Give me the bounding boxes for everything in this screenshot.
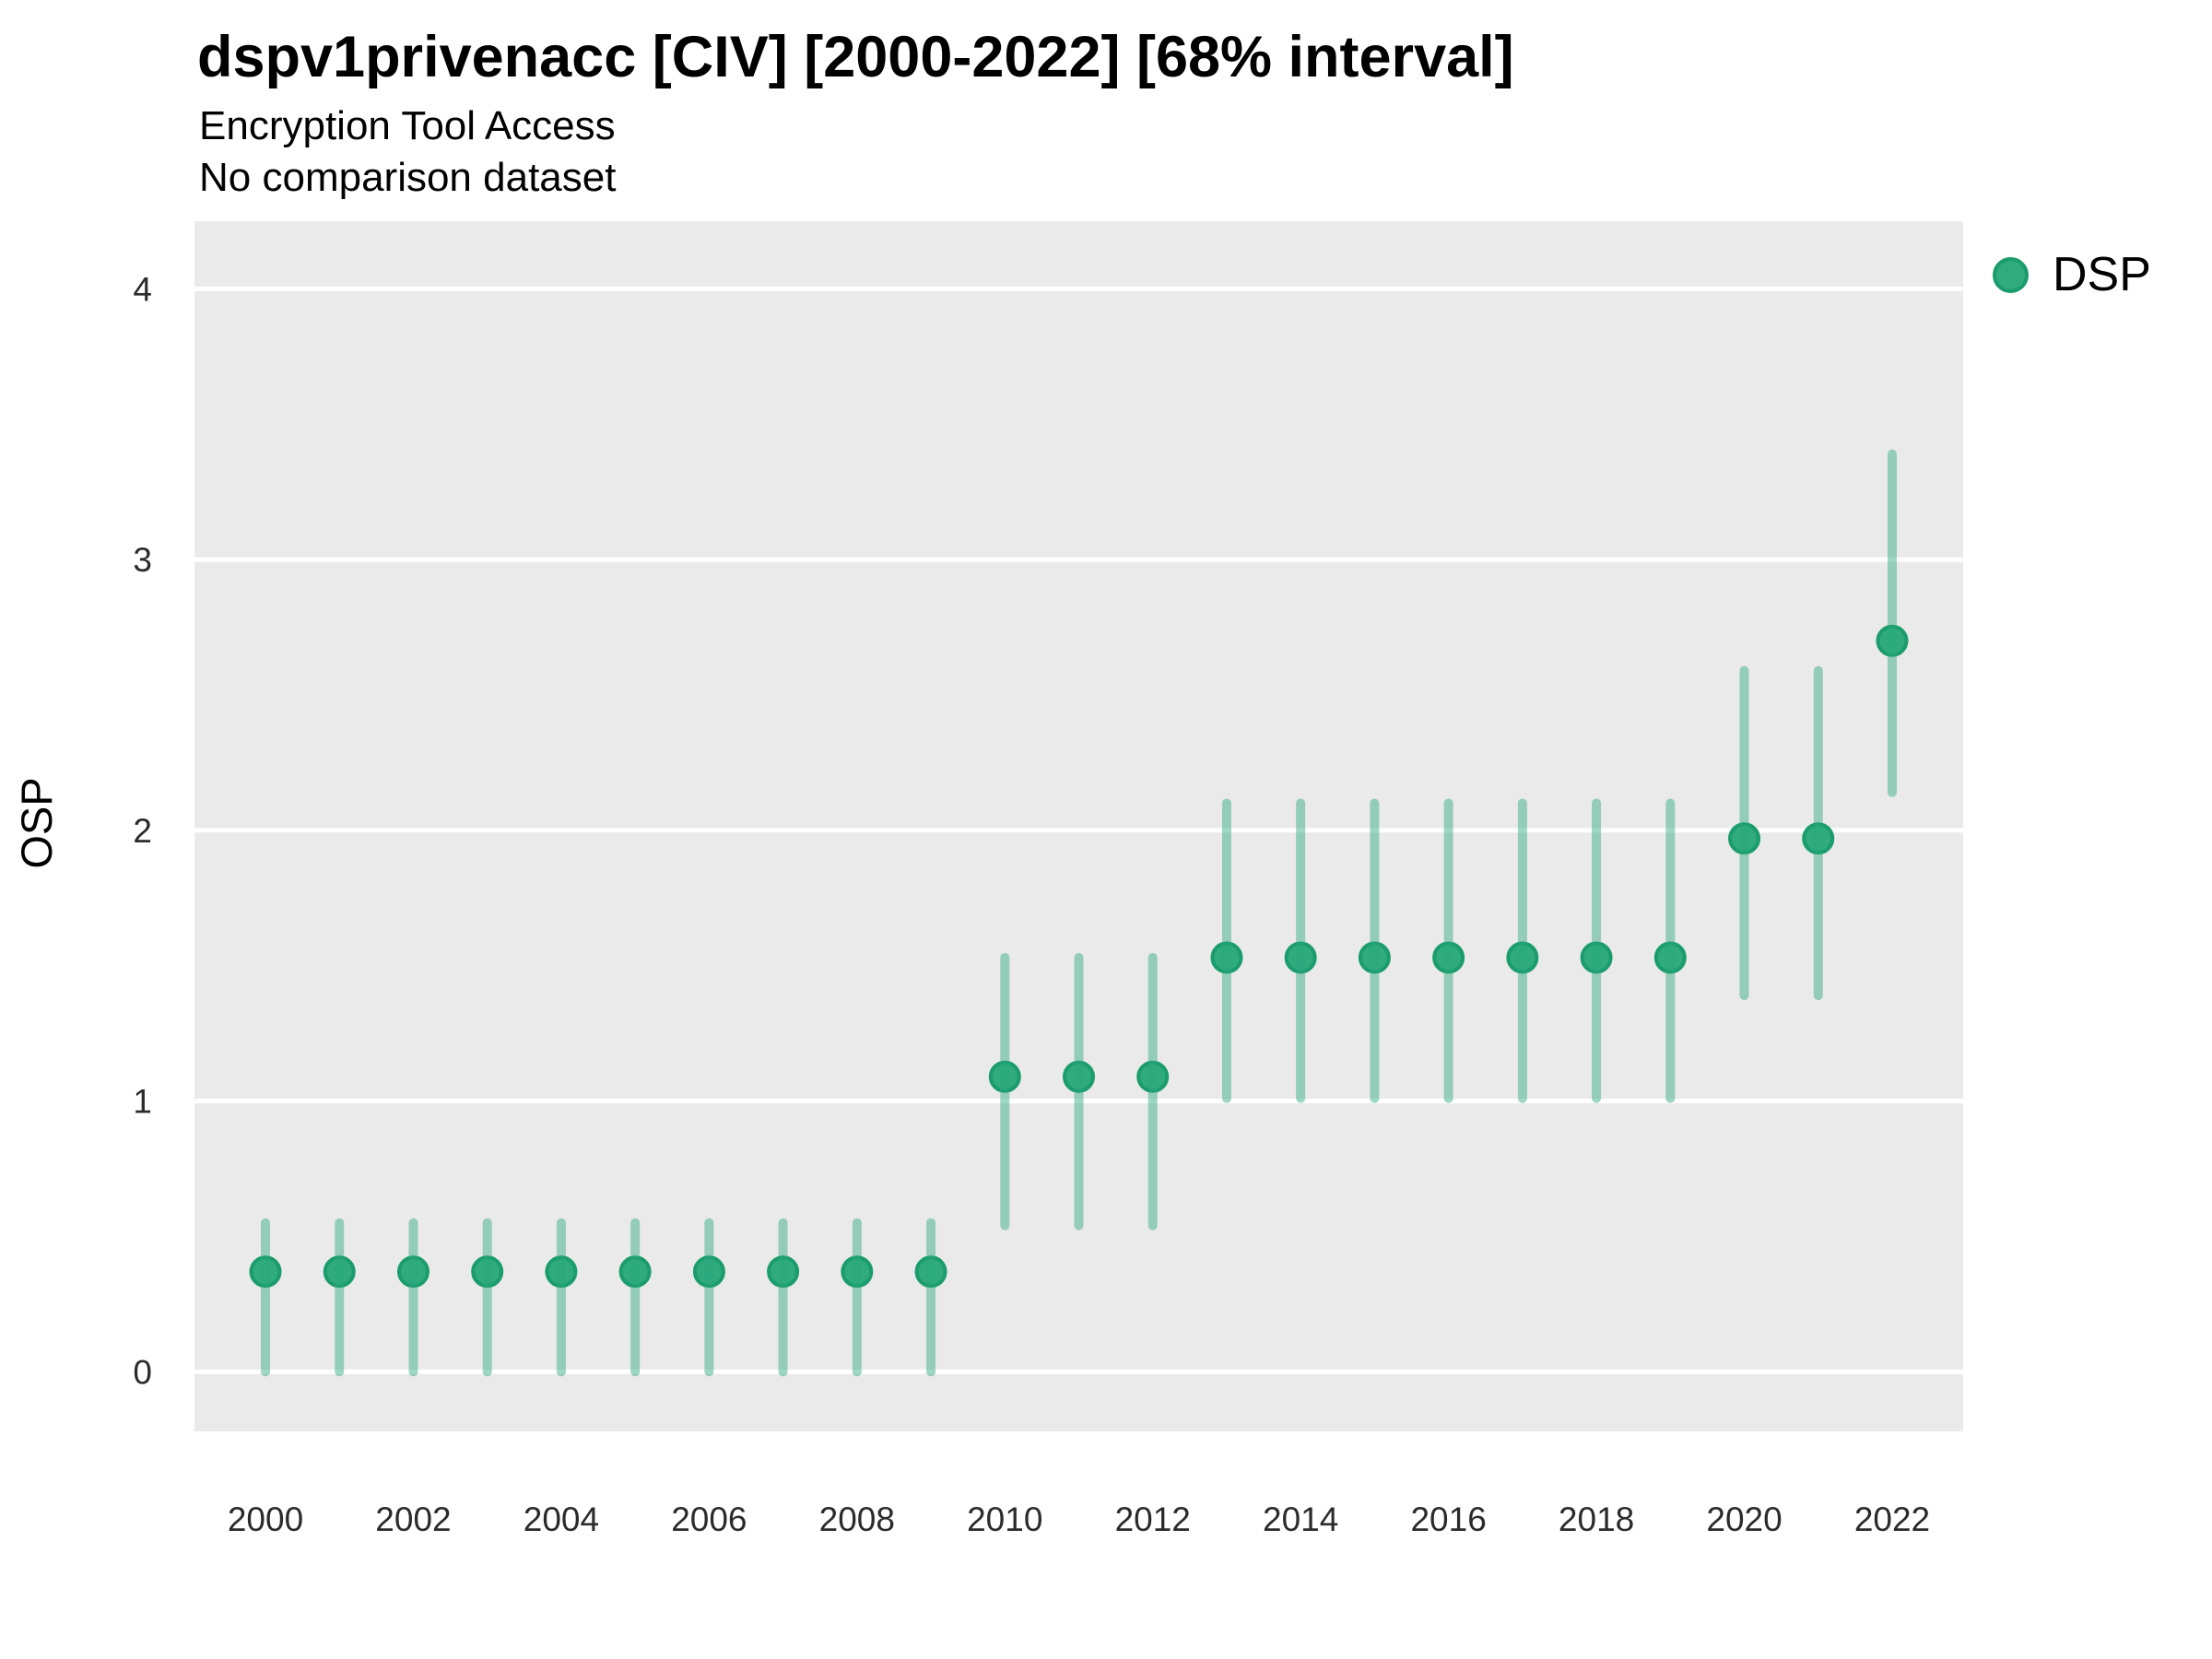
data-point-2000 <box>249 1255 282 1288</box>
data-point-2003 <box>471 1255 504 1288</box>
chart-subtitle: Encryption Tool Access <box>199 103 616 148</box>
x-tick-label-2014: 2014 <box>1263 1500 1338 1538</box>
data-point-2020 <box>1728 822 1761 855</box>
x-tick-label-2008: 2008 <box>819 1500 895 1538</box>
data-point-2014 <box>1284 941 1317 974</box>
chart-note: No comparison dataset <box>199 155 617 200</box>
x-tick-label-2000: 2000 <box>228 1500 303 1538</box>
chart-title: dspv1privenacc [CIV] [2000-2022] [68% in… <box>197 25 1514 89</box>
y-tick-label-4: 4 <box>133 270 152 308</box>
y-axis-title: OSP <box>12 777 61 868</box>
y-tick-label-2: 2 <box>133 812 152 850</box>
y-tick-label-3: 3 <box>133 541 152 579</box>
data-point-2005 <box>618 1255 652 1288</box>
data-point-2009 <box>914 1255 947 1288</box>
x-tick-label-2012: 2012 <box>1115 1500 1191 1538</box>
data-point-2021 <box>1802 822 1835 855</box>
legend: DSP <box>1993 251 2151 299</box>
data-point-2018 <box>1580 941 1613 974</box>
x-tick-label-2020: 2020 <box>1706 1500 1782 1538</box>
x-tick-label-2010: 2010 <box>967 1500 1042 1538</box>
data-point-2012 <box>1136 1060 1170 1093</box>
y-tick-label-0: 0 <box>133 1353 152 1391</box>
data-point-2008 <box>841 1255 874 1288</box>
data-point-2010 <box>988 1060 1021 1093</box>
x-tick-label-2006: 2006 <box>671 1500 747 1538</box>
data-point-2013 <box>1210 941 1243 974</box>
legend-dsp-marker-icon <box>1993 256 2029 293</box>
x-tick-label-2002: 2002 <box>375 1500 451 1538</box>
data-point-2011 <box>1063 1060 1095 1093</box>
axis-labels-layer: OSP <box>12 777 61 868</box>
data-point-2007 <box>767 1255 800 1288</box>
plot-panel <box>194 221 1963 1431</box>
data-point-2006 <box>692 1255 725 1288</box>
data-point-2019 <box>1653 941 1687 974</box>
data-point-2002 <box>396 1255 429 1288</box>
x-tick-label-2018: 2018 <box>1559 1500 1634 1538</box>
data-point-2016 <box>1432 941 1465 974</box>
data-point-2015 <box>1358 941 1391 974</box>
x-tick-label-2004: 2004 <box>524 1500 599 1538</box>
data-point-2004 <box>545 1255 578 1288</box>
data-point-2001 <box>323 1255 356 1288</box>
y-tick-label-1: 1 <box>133 1083 152 1121</box>
legend-dsp-label: DSP <box>2053 248 2151 301</box>
data-point-2017 <box>1506 941 1539 974</box>
data-point-2022 <box>1876 624 1909 657</box>
chart-layer: 0 1 2 3 4 2000 2002 2004 2006 2008 2010 2012 2014 201… <box>133 221 1963 1538</box>
x-tick-label-2016: 2016 <box>1410 1500 1486 1538</box>
x-tick-label-2022: 2022 <box>1854 1500 1930 1538</box>
